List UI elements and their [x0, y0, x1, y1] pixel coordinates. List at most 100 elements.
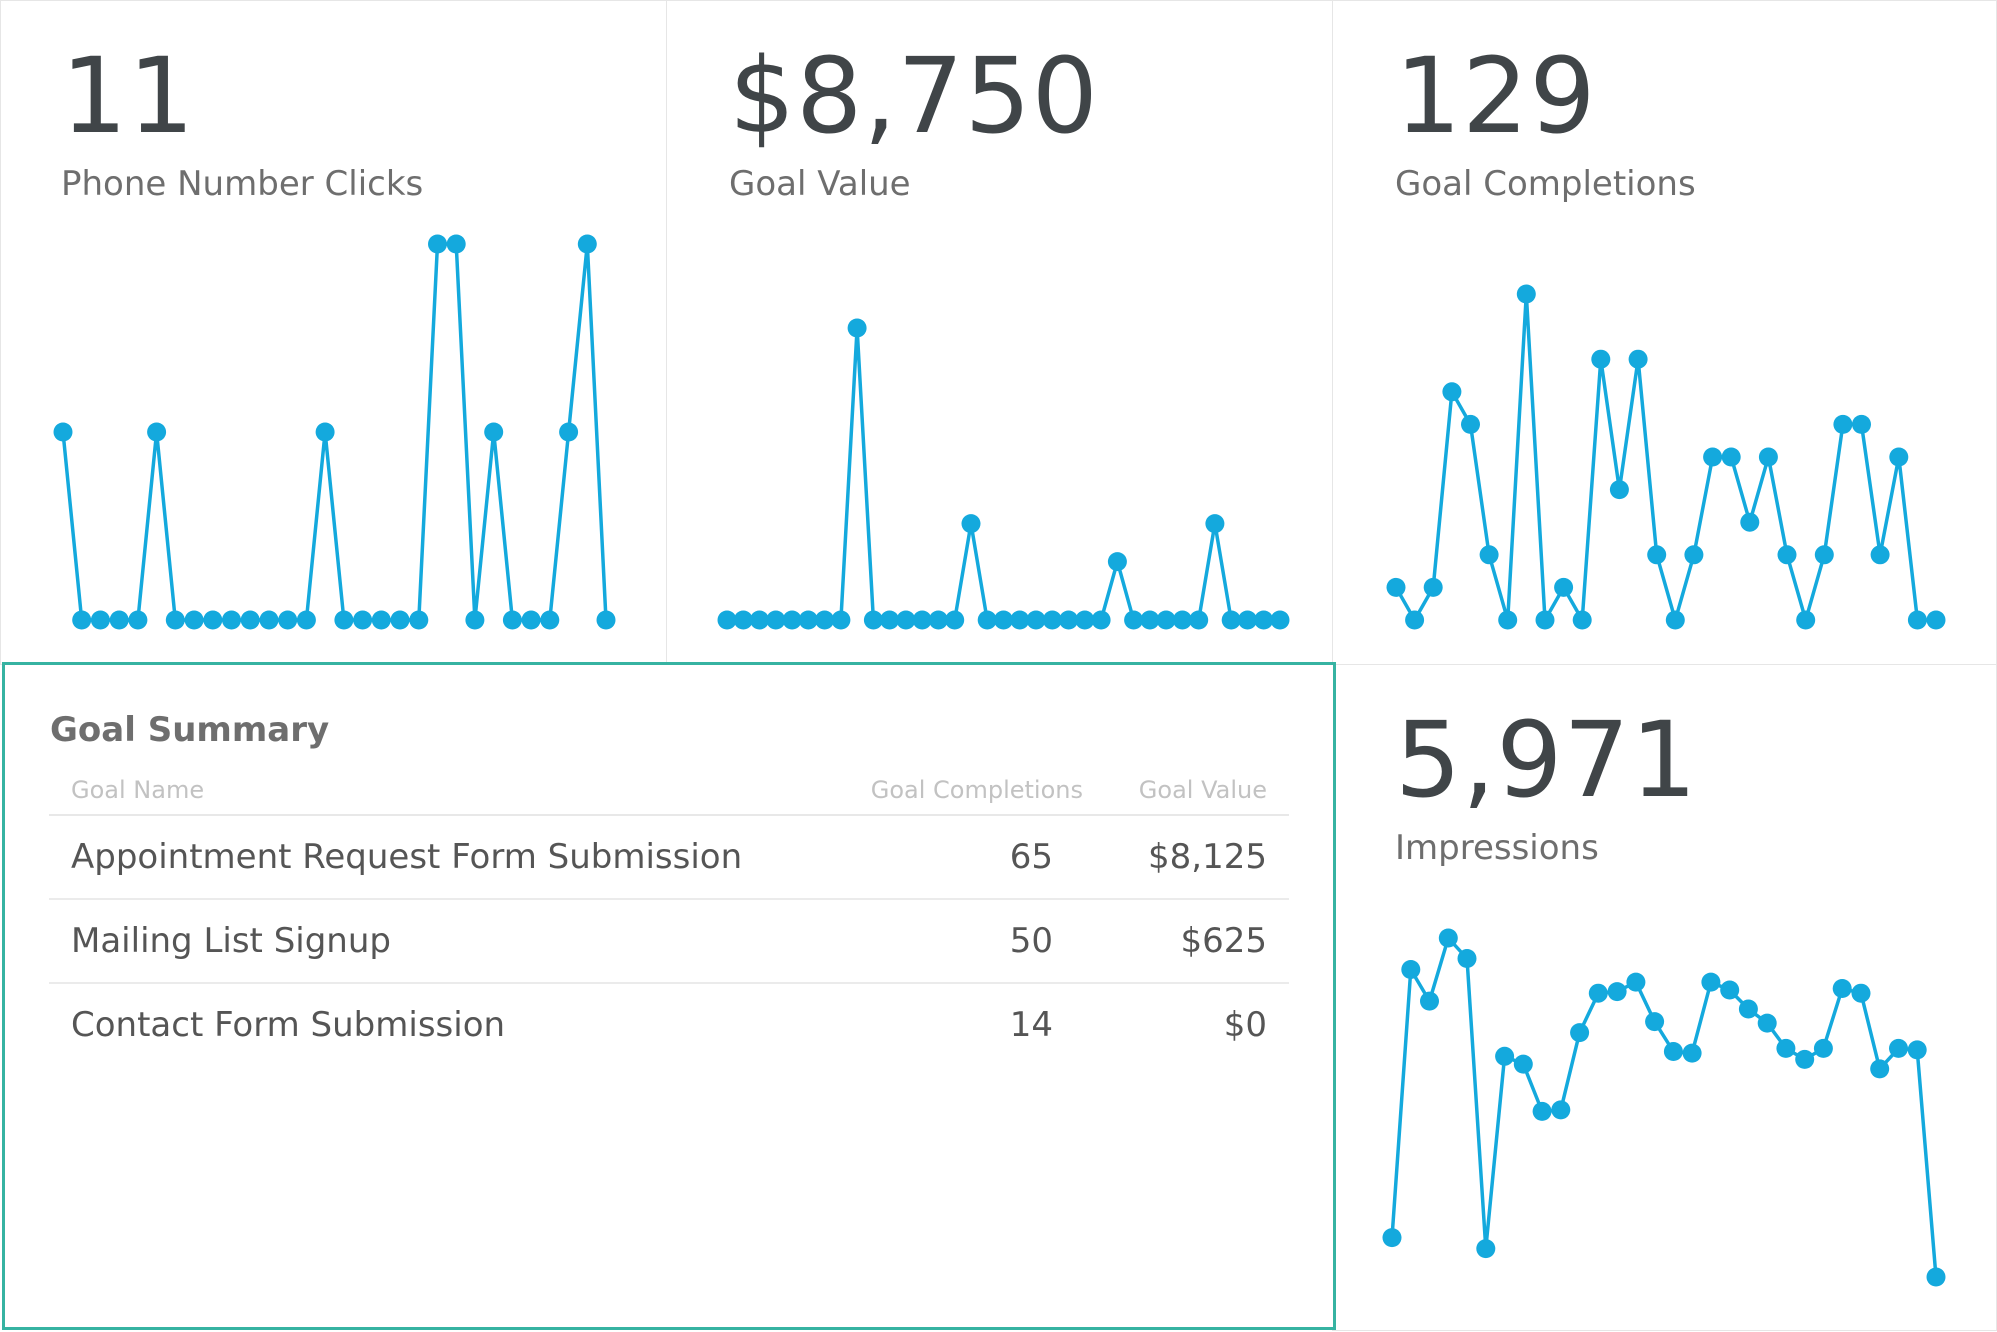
data-point[interactable] — [1926, 610, 1946, 630]
data-point[interactable] — [733, 610, 753, 630]
data-point[interactable] — [1405, 610, 1425, 630]
data-point[interactable] — [409, 610, 429, 630]
data-point[interactable] — [259, 610, 279, 630]
table-row[interactable]: Mailing List Signup 50 $625 — [49, 899, 1289, 984]
data-point[interactable] — [390, 610, 410, 630]
data-point[interactable] — [782, 610, 802, 630]
data-point[interactable] — [896, 610, 916, 630]
data-point[interactable] — [1684, 545, 1704, 565]
data-point[interactable] — [1420, 991, 1439, 1011]
data-point[interactable] — [1889, 447, 1909, 467]
impressions-tile[interactable]: 5,971 Impressions — [1332, 664, 1997, 1331]
data-point[interactable] — [1682, 1043, 1702, 1063]
data-point[interactable] — [1607, 982, 1627, 1002]
data-point[interactable] — [1075, 610, 1095, 630]
data-point[interactable] — [1814, 545, 1834, 565]
data-point[interactable] — [863, 610, 883, 630]
data-point[interactable] — [371, 610, 391, 630]
data-point[interactable] — [1461, 414, 1480, 434]
column-header-goal-name[interactable]: Goal Name — [49, 770, 841, 816]
data-point[interactable] — [1851, 983, 1871, 1003]
data-point[interactable] — [53, 422, 73, 442]
data-point[interactable] — [1813, 1038, 1833, 1058]
data-point[interactable] — [766, 610, 786, 630]
data-point[interactable] — [1588, 983, 1608, 1003]
data-point[interactable] — [1513, 1054, 1533, 1074]
phone-clicks-tile[interactable]: 11 Phone Number Clicks — [0, 0, 667, 665]
data-point[interactable] — [1701, 972, 1721, 992]
data-point[interactable] — [1738, 999, 1758, 1019]
data-point[interactable] — [1457, 949, 1477, 968]
data-point[interactable] — [559, 422, 579, 442]
data-point[interactable] — [1010, 610, 1030, 630]
data-point[interactable] — [109, 610, 129, 630]
data-point[interactable] — [1833, 414, 1853, 434]
data-point[interactable] — [1026, 610, 1046, 630]
data-point[interactable] — [1172, 610, 1192, 630]
data-point[interactable] — [428, 234, 447, 254]
data-point[interactable] — [798, 610, 818, 630]
data-point[interactable] — [1423, 577, 1443, 597]
data-point[interactable] — [1721, 447, 1741, 467]
data-point[interactable] — [977, 610, 997, 630]
data-point[interactable] — [1124, 610, 1144, 630]
data-point[interactable] — [1758, 447, 1778, 467]
data-point[interactable] — [90, 610, 110, 630]
data-point[interactable] — [1442, 382, 1462, 402]
data-point[interactable] — [1852, 414, 1871, 434]
data-point[interactable] — [465, 610, 485, 630]
goal-completions-tile[interactable]: 129 Goal Completions — [1332, 0, 1997, 665]
data-point[interactable] — [1889, 1038, 1908, 1058]
data-point[interactable] — [184, 610, 204, 630]
data-point[interactable] — [994, 610, 1013, 630]
data-point[interactable] — [1059, 610, 1079, 630]
data-point[interactable] — [1870, 545, 1890, 565]
data-point[interactable] — [1438, 928, 1458, 948]
data-point[interactable] — [1628, 349, 1648, 369]
data-point[interactable] — [1535, 610, 1555, 630]
data-point[interactable] — [1703, 447, 1723, 467]
goal-value-tile[interactable]: $8,750 Goal Value — [666, 0, 1333, 665]
data-point[interactable] — [484, 422, 504, 442]
data-point[interactable] — [446, 234, 466, 254]
table-row[interactable]: Appointment Request Form Submission 65 $… — [49, 815, 1289, 900]
data-point[interactable] — [1382, 1228, 1402, 1248]
data-point[interactable] — [596, 610, 616, 630]
data-point[interactable] — [165, 610, 185, 630]
column-header-goal-completions[interactable]: Goal Completions — [841, 770, 1105, 816]
goal-summary-widget[interactable]: Goal Summary Goal Name Goal Completions … — [2, 662, 1336, 1330]
data-point[interactable] — [1254, 610, 1274, 630]
data-point[interactable] — [1757, 1013, 1777, 1033]
data-point[interactable] — [1516, 284, 1536, 304]
data-point[interactable] — [1720, 980, 1740, 1000]
data-point[interactable] — [945, 610, 965, 630]
data-point[interactable] — [521, 610, 541, 630]
data-point[interactable] — [1740, 512, 1760, 532]
data-point[interactable] — [72, 610, 92, 630]
data-point[interactable] — [1777, 545, 1797, 565]
data-point[interactable] — [1907, 1040, 1927, 1060]
data-point[interactable] — [1626, 972, 1646, 992]
data-point[interactable] — [717, 610, 737, 630]
data-point[interactable] — [315, 422, 335, 442]
data-point[interactable] — [334, 610, 354, 630]
data-point[interactable] — [1776, 1038, 1796, 1058]
data-point[interactable] — [1140, 610, 1160, 630]
data-point[interactable] — [831, 610, 851, 630]
data-point[interactable] — [128, 610, 148, 630]
data-point[interactable] — [1645, 1012, 1665, 1032]
data-point[interactable] — [1476, 1239, 1496, 1259]
data-point[interactable] — [1665, 610, 1685, 630]
data-point[interactable] — [1495, 1046, 1515, 1066]
data-point[interactable] — [577, 234, 597, 254]
data-point[interactable] — [1551, 1100, 1571, 1120]
data-point[interactable] — [540, 610, 560, 630]
data-point[interactable] — [1205, 514, 1225, 534]
data-point[interactable] — [928, 610, 948, 630]
data-point[interactable] — [880, 610, 900, 630]
data-point[interactable] — [1189, 610, 1209, 630]
data-point[interactable] — [1663, 1042, 1683, 1061]
data-point[interactable] — [1091, 610, 1111, 630]
data-point[interactable] — [1221, 610, 1241, 630]
data-point[interactable] — [750, 610, 769, 630]
